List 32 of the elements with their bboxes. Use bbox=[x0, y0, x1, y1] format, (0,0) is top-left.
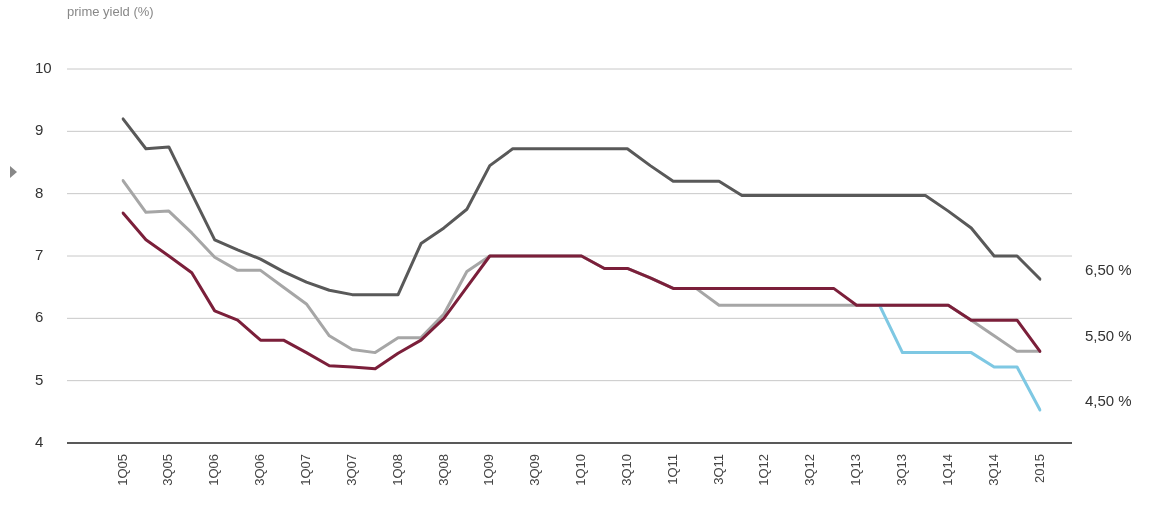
text: 5,50 % bbox=[1085, 326, 1132, 344]
x-tick-label: 1Q14 bbox=[939, 454, 955, 486]
x-tick-label: 3Q09 bbox=[527, 454, 543, 486]
x-tick-label: 1Q11 bbox=[664, 454, 680, 485]
x-tick-label: 3Q12 bbox=[802, 454, 818, 486]
x-tick-label: 1Q12 bbox=[756, 454, 772, 486]
y-tick-label: 8 bbox=[35, 183, 44, 201]
x-tick-label: 1Q10 bbox=[573, 454, 589, 486]
x-tick-label: 3Q10 bbox=[618, 454, 634, 486]
y-axis-title: prime yield (%) bbox=[67, 3, 154, 19]
y-tick-label: 4 bbox=[35, 433, 44, 451]
x-tick-label: 1Q06 bbox=[206, 454, 222, 486]
text: 4,50 % bbox=[1085, 392, 1132, 409]
y-tick-label: 7 bbox=[35, 246, 44, 264]
x-tick-label: 3Q08 bbox=[435, 454, 451, 486]
y-tick-label: 5 bbox=[35, 370, 44, 388]
x-tick-label: 3Q07 bbox=[343, 454, 359, 486]
x-tick-label: 3Q13 bbox=[894, 454, 910, 486]
x-tick-label: 1Q13 bbox=[848, 454, 864, 486]
x-tick-label: 3Q11 bbox=[710, 454, 726, 485]
y-tick-label: 9 bbox=[35, 121, 44, 139]
x-tick-label: 1Q09 bbox=[481, 454, 497, 486]
y-tick-label: 10 bbox=[35, 59, 52, 77]
x-tick-label: 1Q05 bbox=[114, 454, 130, 486]
x-tick-label: 2015 bbox=[1031, 454, 1047, 483]
x-tick-label: 3Q05 bbox=[160, 454, 176, 486]
x-tick-label: 3Q14 bbox=[985, 454, 1001, 486]
x-tick-label: 3Q06 bbox=[252, 454, 268, 486]
x-tick-label: 1Q08 bbox=[389, 454, 405, 486]
y-tick-label: 6 bbox=[35, 308, 44, 326]
text: 6,50 % bbox=[1085, 261, 1132, 279]
x-tick-label: 1Q07 bbox=[297, 454, 313, 486]
